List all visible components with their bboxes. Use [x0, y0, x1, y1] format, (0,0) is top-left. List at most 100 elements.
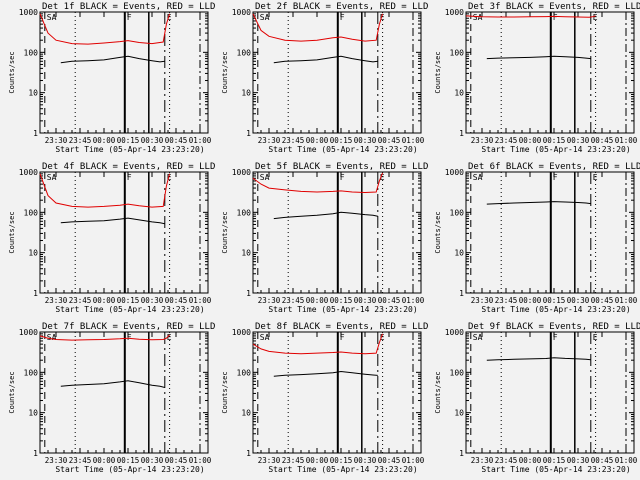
panel-title: Det 9f BLACK = Events, RED = LLD	[468, 322, 640, 332]
flag-label: F	[127, 173, 132, 182]
panel-title: Det 8f BLACK = Events, RED = LLD	[255, 322, 428, 332]
x-tick-label: 23:45	[282, 296, 305, 305]
detector-panel: Det 3f BLACK = Events, RED = LLD 1 10 100 10…	[434, 2, 640, 154]
y-tick-label: 10	[454, 89, 464, 98]
x-tick-label: 01:00	[189, 456, 212, 465]
flag-label: SA	[473, 13, 483, 22]
flag-label: E	[167, 173, 172, 182]
y-tick-label: 10	[241, 249, 251, 258]
x-axis-label: Start Time (05-Apr-14 23:23:20)	[55, 305, 204, 314]
x-tick-label: 23:30	[258, 296, 281, 305]
x-tick-label: 00:30	[567, 456, 590, 465]
y-tick-label: 10	[241, 89, 251, 98]
y-tick-label: 1	[33, 449, 38, 458]
x-tick-label: 00:30	[354, 456, 377, 465]
lld-series-line	[252, 172, 384, 194]
flag-label: F	[127, 333, 132, 342]
x-axis-label: Start Time (05-Apr-14 23:23:20)	[55, 145, 204, 154]
panel-title: Det 5f BLACK = Events, RED = LLD	[255, 162, 428, 172]
flag-label: F	[340, 333, 345, 342]
flag-label: F	[553, 333, 558, 342]
x-tick-label: 00:45	[591, 296, 614, 305]
detector-panel: Det 4f BLACK = Events, RED = LLD 1 10 100 10…	[8, 162, 215, 314]
y-axis-label: Counts/sec	[434, 211, 442, 253]
detector-panel: Det 8f BLACK = Events, RED = LLD 1 10 100 10…	[221, 322, 428, 474]
flag-label: F	[553, 13, 558, 22]
x-tick-label: 23:30	[258, 456, 281, 465]
y-tick-label: 1	[459, 449, 464, 458]
detector-panel: Det 6f BLACK = Events, RED = LLD 1 10 100 10…	[434, 162, 640, 314]
x-tick-label: 00:00	[519, 296, 542, 305]
y-tick-label: 1000	[19, 8, 38, 17]
x-tick-label: 01:00	[189, 296, 212, 305]
y-tick-label: 1000	[232, 328, 251, 337]
x-tick-label: 00:45	[165, 456, 188, 465]
events-series-line	[60, 380, 165, 388]
y-axis-label: Counts/sec	[221, 371, 229, 413]
x-tick-label: 00:15	[330, 456, 353, 465]
x-tick-label: 00:00	[93, 296, 116, 305]
events-series-line	[486, 201, 591, 205]
lld-series-line	[39, 13, 171, 45]
x-tick-label: 00:45	[165, 296, 188, 305]
flag-label: SA	[473, 173, 483, 182]
y-tick-label: 10	[28, 249, 38, 258]
x-tick-label: 23:30	[45, 456, 68, 465]
flag-label: SA	[260, 173, 270, 182]
lld-series-line	[252, 333, 384, 355]
flag-label: E	[380, 333, 385, 342]
x-tick-label: 01:00	[615, 136, 638, 145]
flag-label: E	[593, 333, 598, 342]
flag-label: F	[127, 13, 132, 22]
y-tick-label: 10	[454, 409, 464, 418]
y-tick-label: 1000	[232, 168, 251, 177]
x-tick-label: 23:30	[258, 136, 281, 145]
x-tick-label: 00:45	[591, 456, 614, 465]
y-tick-label: 1	[459, 289, 464, 298]
y-tick-label: 1000	[232, 8, 251, 17]
flag-label: SA	[473, 333, 483, 342]
x-tick-label: 23:45	[69, 136, 92, 145]
x-tick-label: 01:00	[189, 136, 212, 145]
flag-label: F	[340, 13, 345, 22]
y-tick-label: 100	[237, 48, 252, 57]
events-series-line	[60, 55, 165, 64]
x-tick-label: 00:45	[378, 456, 401, 465]
x-axis-label: Start Time (05-Apr-14 23:23:20)	[268, 145, 417, 154]
flag-label: E	[380, 173, 385, 182]
x-tick-label: 00:15	[117, 136, 140, 145]
flag-label: SA	[47, 173, 57, 182]
y-axis-label: Counts/sec	[8, 371, 16, 413]
x-tick-label: 23:30	[471, 136, 494, 145]
y-tick-label: 10	[241, 409, 251, 418]
x-tick-label: 00:00	[519, 136, 542, 145]
y-tick-label: 1	[246, 289, 251, 298]
events-series-line	[273, 211, 378, 220]
y-axis-label: Counts/sec	[434, 51, 442, 93]
x-tick-label: 23:45	[282, 136, 305, 145]
y-tick-label: 10	[28, 409, 38, 418]
events-series-line	[486, 55, 591, 60]
x-axis-label: Start Time (05-Apr-14 23:23:20)	[268, 465, 417, 474]
x-tick-label: 00:15	[543, 456, 566, 465]
y-tick-label: 100	[450, 208, 465, 217]
y-tick-label: 1	[246, 129, 251, 138]
panel-title: Det 2f BLACK = Events, RED = LLD	[255, 2, 428, 12]
events-series-line	[273, 55, 378, 64]
panel-title: Det 3f BLACK = Events, RED = LLD	[468, 2, 640, 12]
x-tick-label: 00:15	[543, 296, 566, 305]
flag-label: E	[593, 13, 598, 22]
y-tick-label: 1000	[445, 168, 464, 177]
panel-title: Det 6f BLACK = Events, RED = LLD	[468, 162, 640, 172]
lld-series-line	[39, 334, 170, 341]
y-tick-label: 100	[450, 48, 465, 57]
y-tick-label: 100	[450, 368, 465, 377]
x-tick-label: 00:45	[378, 136, 401, 145]
y-tick-label: 10	[28, 89, 38, 98]
y-tick-label: 1	[246, 449, 251, 458]
detector-panel: Det 9f BLACK = Events, RED = LLD 1 10 100 10…	[434, 322, 640, 474]
x-tick-label: 00:45	[378, 296, 401, 305]
x-tick-label: 00:30	[567, 296, 590, 305]
x-tick-label: 23:45	[495, 456, 518, 465]
x-tick-label: 01:00	[402, 296, 425, 305]
